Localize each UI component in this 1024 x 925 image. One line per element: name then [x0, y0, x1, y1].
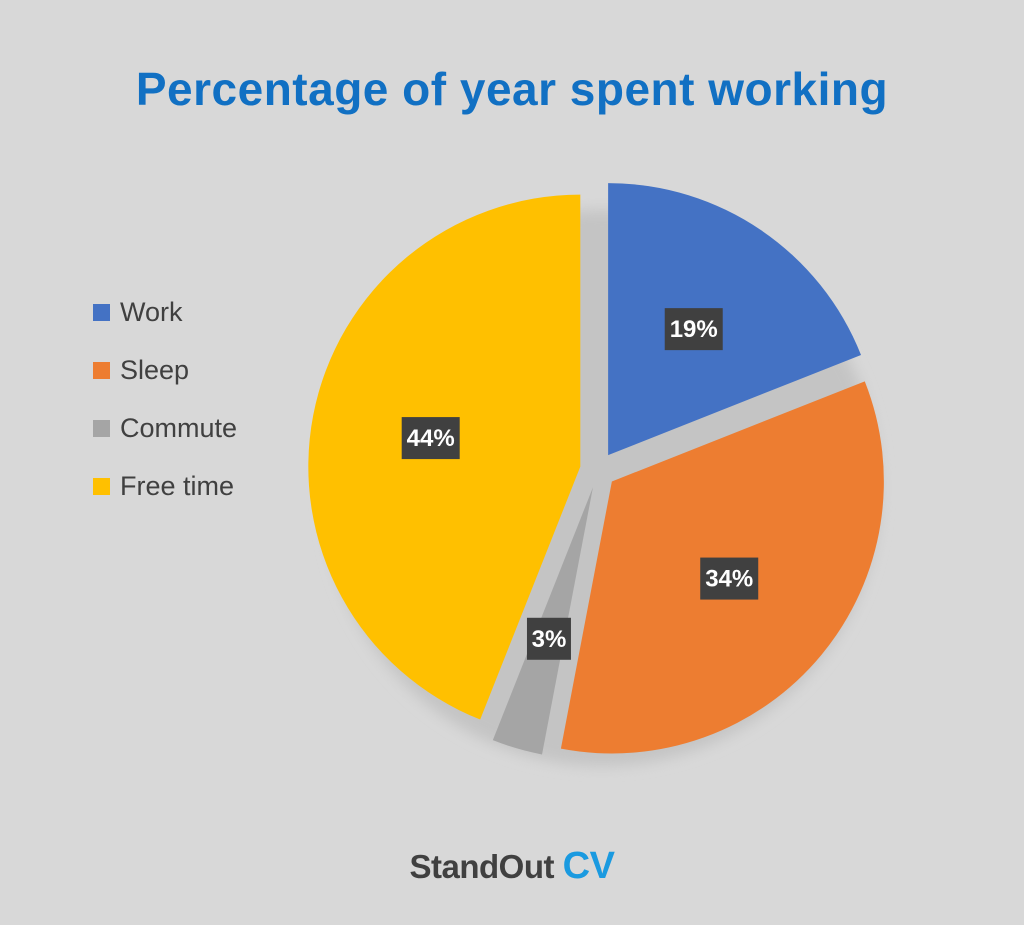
data-label-box: [664, 308, 723, 351]
legend-swatch: [93, 419, 110, 437]
brand-name: StandOut: [409, 848, 555, 885]
legend-label: Free time: [120, 470, 235, 501]
data-label-box: [526, 617, 571, 660]
brand-cv: CV: [562, 845, 615, 887]
legend-item: Free time: [93, 457, 237, 515]
legend-label: Commute: [120, 412, 238, 443]
brand-logo: StandOut CV: [0, 845, 1024, 888]
data-label-text: 34%: [705, 566, 753, 593]
data-label-text: 3%: [532, 626, 567, 653]
legend-label: Sleep: [120, 354, 190, 385]
legend-item: Commute: [93, 399, 237, 457]
legend-swatch: [93, 477, 110, 495]
chart-title: Percentage of year spent working: [135, 63, 889, 115]
data-label-text: 19%: [670, 316, 718, 343]
data-label-box: [401, 417, 460, 460]
legend-item: Work: [93, 283, 237, 341]
legend-swatch: [93, 361, 110, 379]
data-label: 3%: [526, 617, 571, 660]
legend-item: Sleep: [93, 341, 237, 399]
data-label-box: [700, 557, 759, 600]
pie-slice-work: [608, 183, 862, 456]
legend: Work Sleep Commute Free time: [93, 283, 237, 515]
legend-swatch: [93, 303, 110, 321]
data-label: 44%: [401, 417, 460, 460]
legend-label: Work: [120, 296, 183, 327]
data-label: 34%: [700, 557, 759, 600]
data-label-text: 44%: [407, 425, 455, 452]
data-label: 19%: [664, 308, 723, 351]
